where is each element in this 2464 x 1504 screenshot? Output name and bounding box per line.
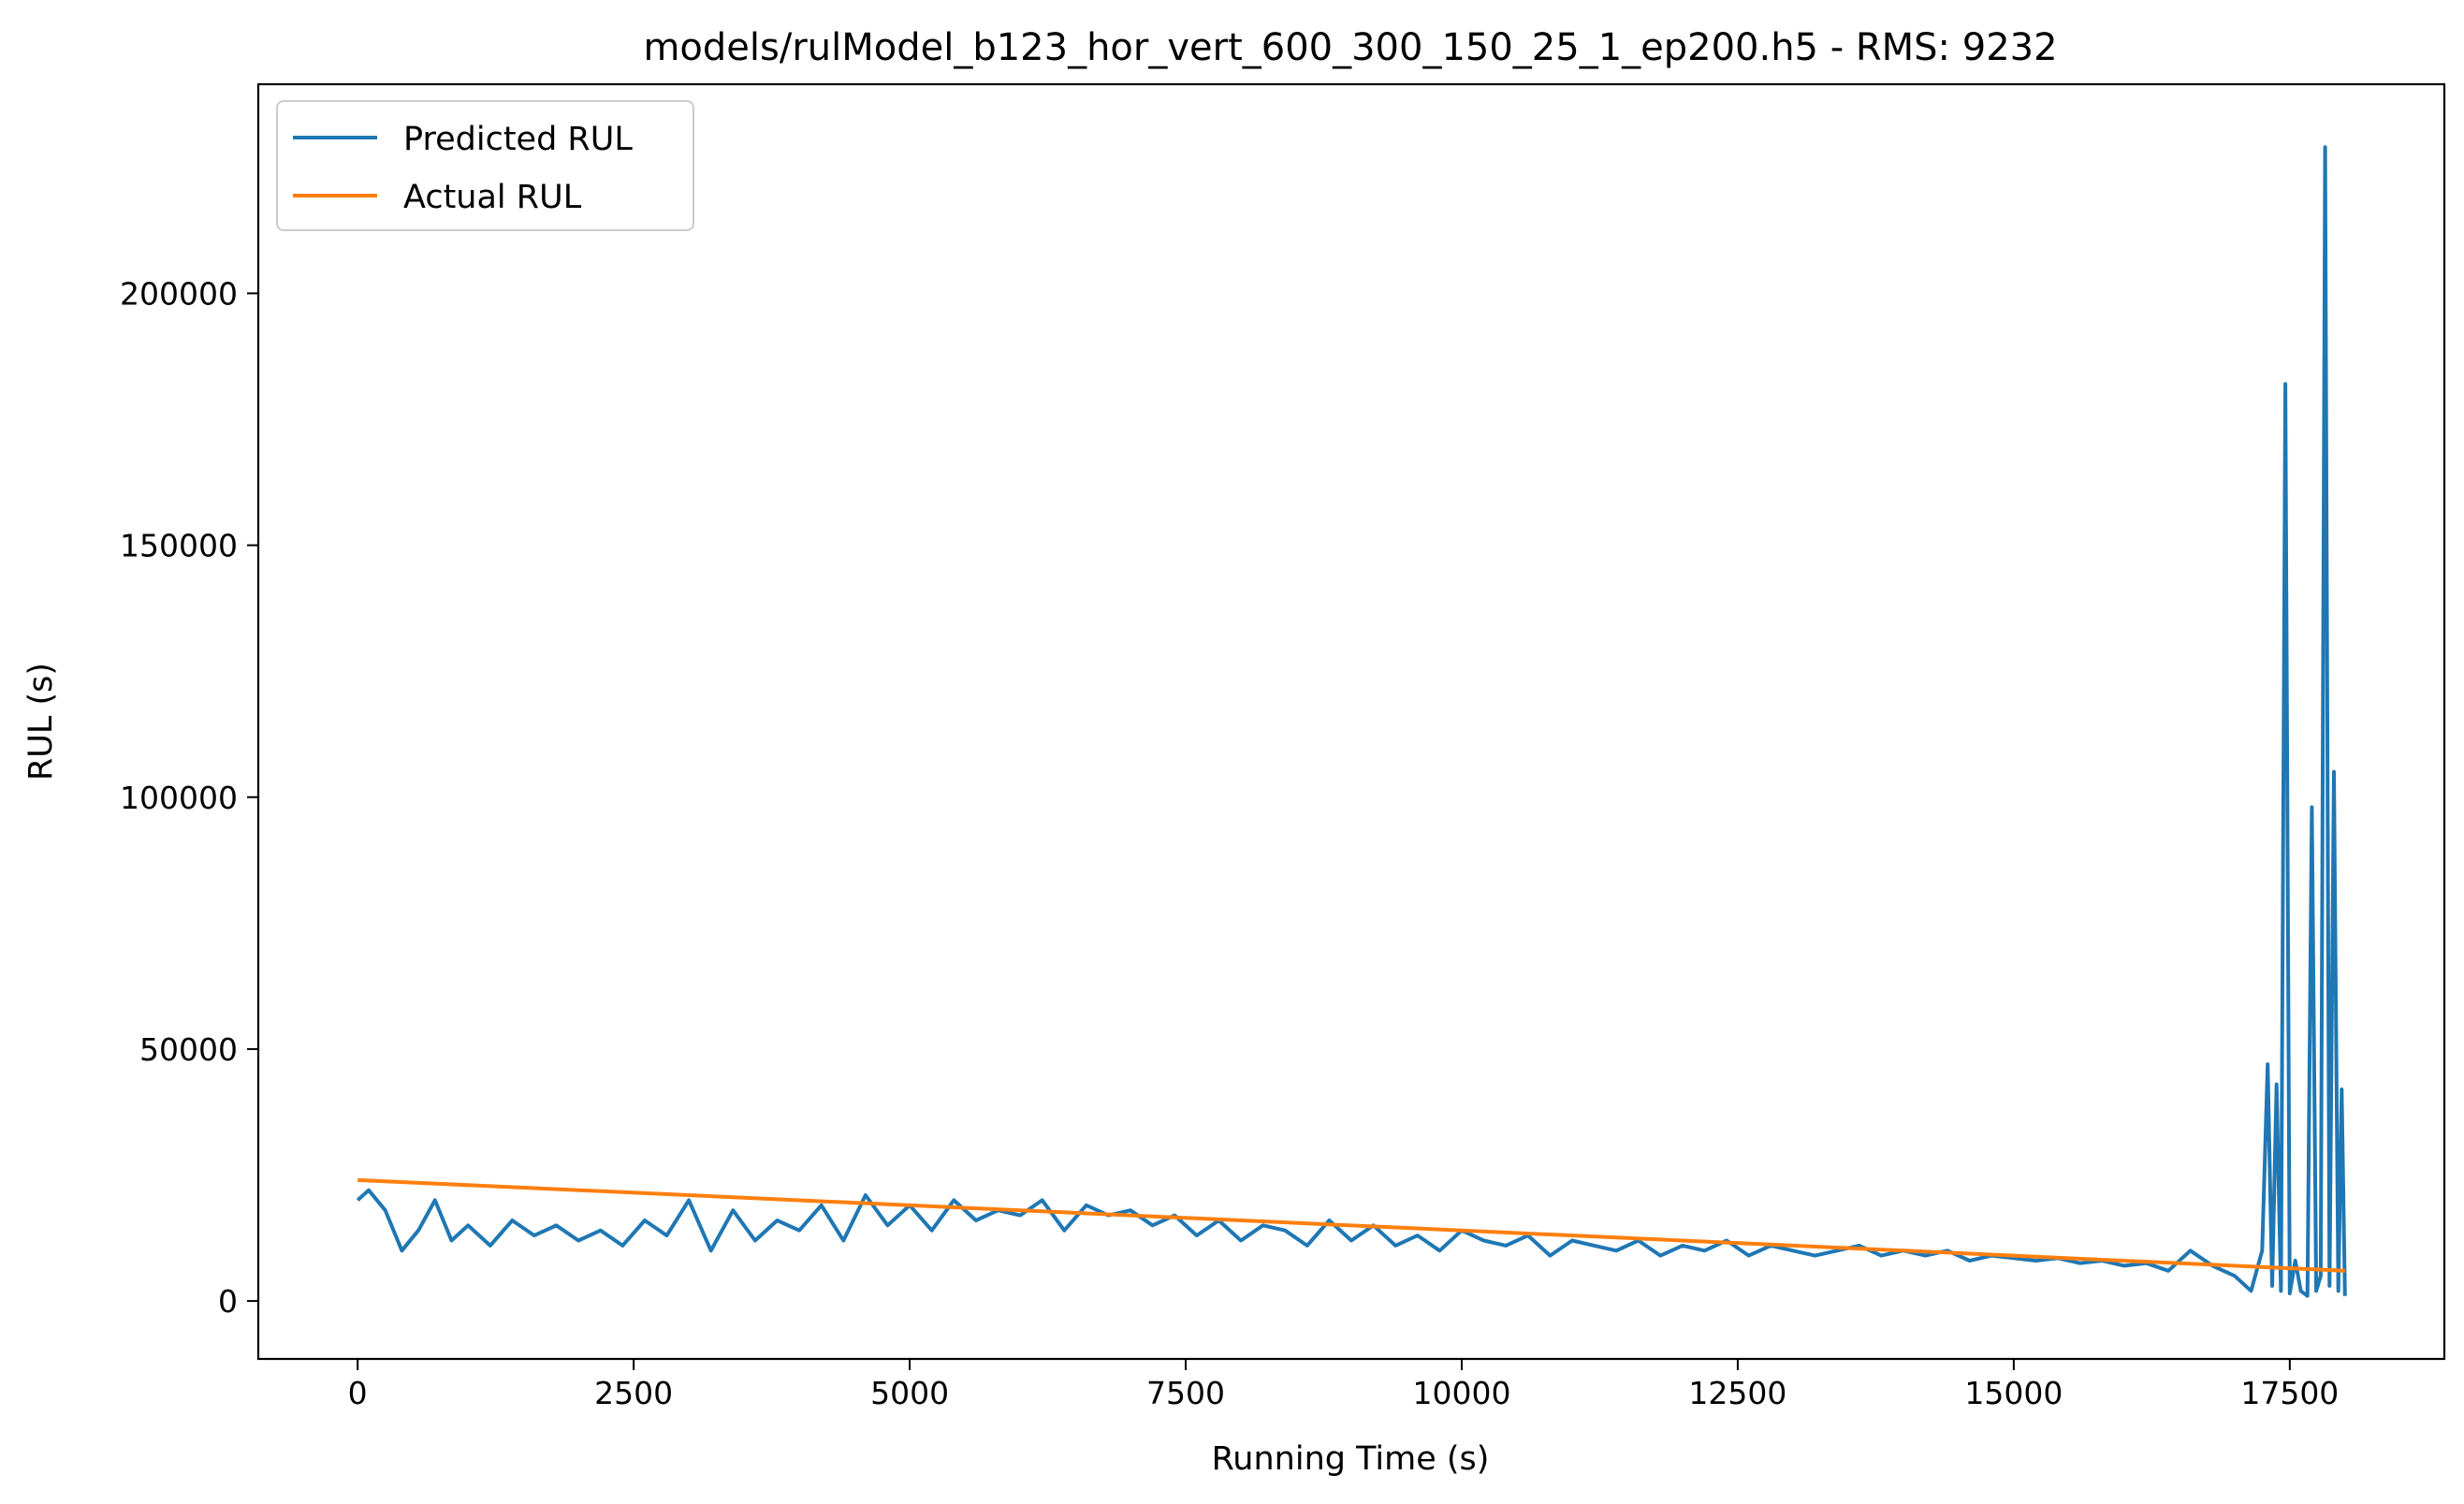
series-line-predicted-rul	[356, 145, 2347, 1298]
y-tick-label: 200000	[120, 275, 238, 312]
x-tick-label: 17500	[2240, 1375, 2339, 1411]
x-tick-label: 7500	[1146, 1375, 1225, 1411]
x-axis-label: Running Time (s)	[1212, 1440, 1490, 1478]
x-tick-label: 10000	[1412, 1375, 1510, 1411]
series-layer	[356, 145, 2347, 1298]
legend-label-actual: Actual RUL	[403, 179, 582, 216]
legend: Predicted RUL Actual RUL	[276, 100, 694, 231]
x-tick-label: 2500	[594, 1375, 673, 1411]
legend-label-predicted: Predicted RUL	[403, 121, 633, 158]
y-axis-ticks: 0 50000 100000 150000 200000	[120, 275, 258, 1320]
x-tick-label: 15000	[1964, 1375, 2063, 1411]
y-tick-label: 100000	[120, 780, 238, 816]
y-axis-label: RUL (s)	[22, 663, 60, 781]
plot-frame	[256, 82, 2446, 1361]
x-axis-ticks: 0 2500 5000 7500 10000 12500 15000 17500	[348, 1359, 2339, 1411]
y-tick-label: 50000	[139, 1031, 238, 1068]
x-tick-label: 12500	[1688, 1375, 1786, 1411]
legend-box	[276, 100, 694, 231]
x-tick-label: 5000	[870, 1375, 949, 1411]
y-tick-label: 0	[218, 1283, 238, 1320]
y-tick-label: 150000	[120, 528, 238, 564]
series-line-actual-rul	[357, 1177, 2345, 1273]
chart-title: models/rulModel_b123_hor_vert_600_300_15…	[643, 26, 2057, 69]
x-tick-label: 0	[348, 1375, 368, 1411]
